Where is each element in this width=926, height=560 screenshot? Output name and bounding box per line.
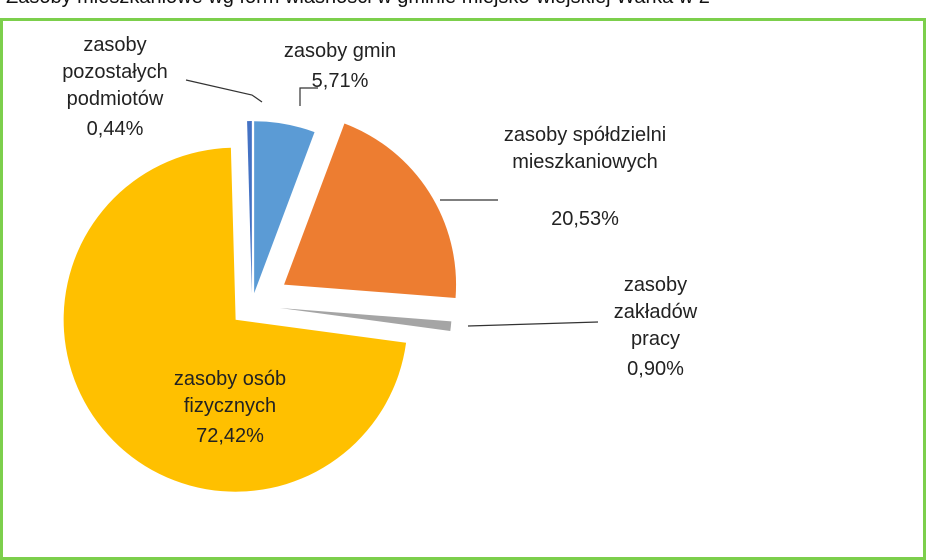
slice-label: zasoby pozostałych podmiotów [62,34,168,110]
pie-slice [247,121,252,294]
slice-value-label: 0,44% [86,118,144,140]
slice-value-label: 0,90% [627,358,684,380]
slice-value-label: 72,42% [196,425,264,447]
pie-slice [279,307,452,332]
pie-slice [284,123,457,298]
frame [0,18,926,560]
leader-line [185,79,263,103]
slice-value-label: 5,71% [311,70,369,92]
pie-slice [254,121,315,294]
slice-label: zasoby osób fizycznych [173,368,287,417]
chart-title: Zasoby mieszkaniowe wg form własności w … [6,0,710,9]
slice-label: zasoby zakładów pracy [613,274,698,350]
slice-label: zasoby gmin [283,40,397,62]
leader-line [467,321,599,327]
leader-line [299,87,318,106]
pie-slice [63,147,407,492]
slice-label: zasoby spółdzielni mieszkaniowych [503,124,667,173]
slice-value-label: 20,53% [551,208,619,230]
